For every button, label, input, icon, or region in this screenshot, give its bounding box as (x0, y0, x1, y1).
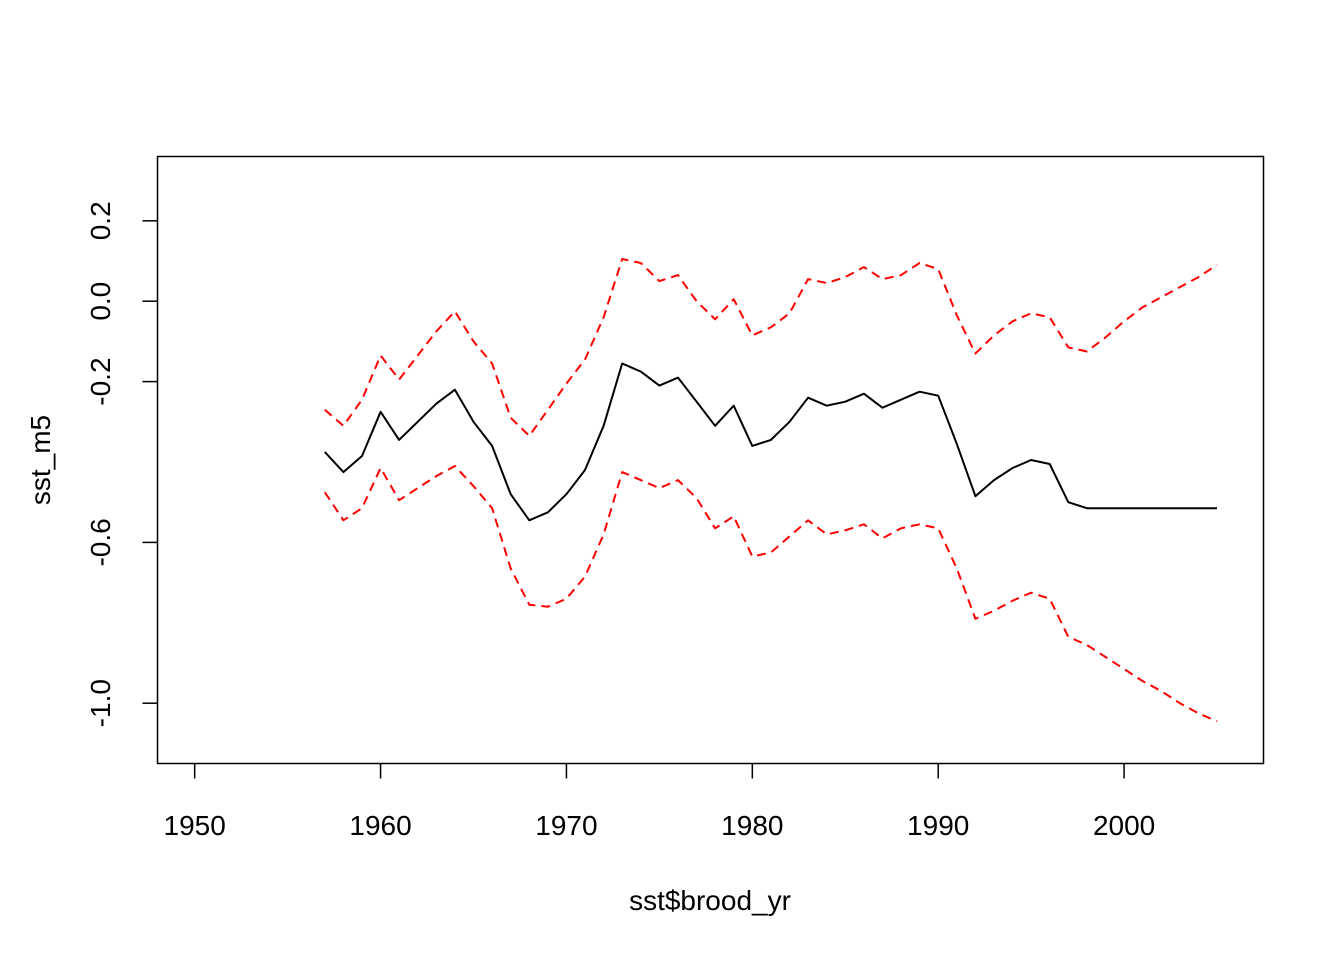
x-tick-label: 1990 (907, 810, 969, 841)
plot-box (156, 155, 1265, 765)
x-axis: 1950 1960 1970 1980 1990 2000 (164, 763, 1155, 841)
series-line-estimate (324, 362, 1217, 522)
y-tick-label: -0.6 (85, 518, 116, 566)
y-tick-label: -0.2 (85, 357, 116, 405)
y-axis-label: sst_m5 (25, 415, 56, 505)
y-tick-label: -1.0 (85, 679, 116, 727)
x-tick-label: 1950 (164, 810, 226, 841)
series-layer (323, 258, 1218, 723)
series-line-upper (324, 258, 1218, 437)
x-tick-label: 1970 (535, 810, 597, 841)
y-tick-label: 0.0 (85, 282, 116, 321)
series-line-lower (323, 465, 1218, 723)
y-axis: -1.0 -0.6 -0.2 0.0 0.2 (85, 201, 158, 727)
x-tick-label: 1960 (349, 810, 411, 841)
y-tick-label: 0.2 (85, 201, 116, 240)
x-tick-label: 2000 (1093, 810, 1155, 841)
x-tick-label: 1980 (721, 810, 783, 841)
x-axis-label: sst$brood_yr (629, 885, 791, 916)
